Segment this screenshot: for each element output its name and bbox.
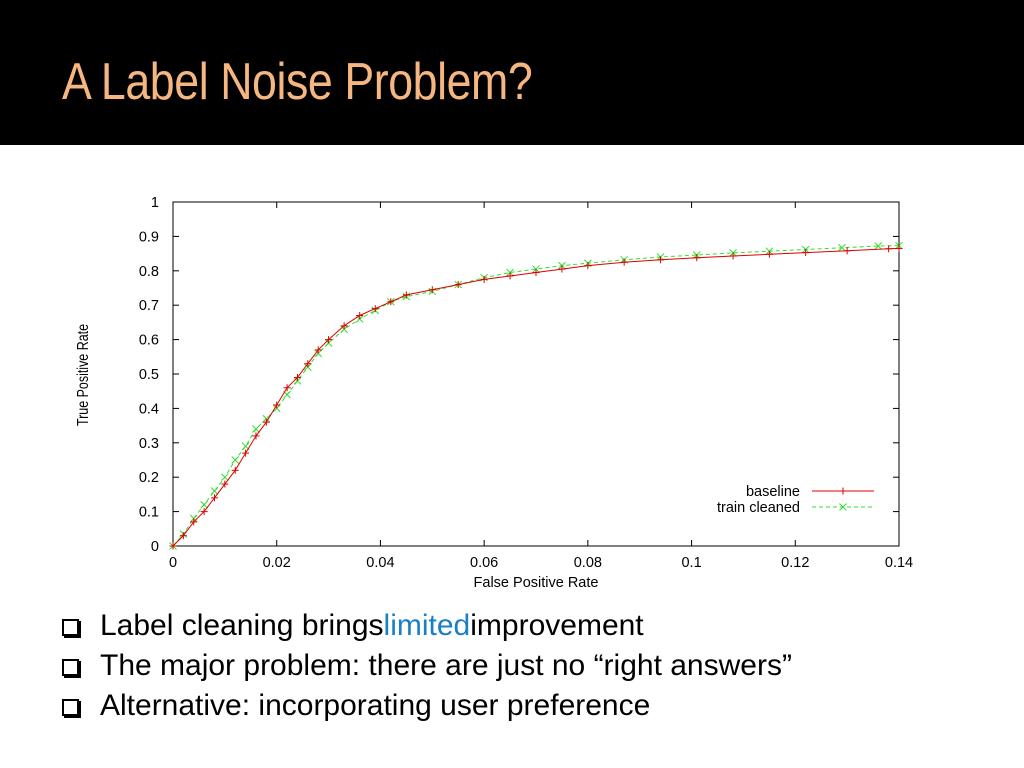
checkbox-bullet-icon xyxy=(62,658,79,676)
x-tick-label: 0.12 xyxy=(781,555,809,571)
marker-stroke xyxy=(252,425,260,433)
bullet-text-pre: Label cleaning brings xyxy=(100,609,384,642)
y-axis-label: True Positive Rate xyxy=(75,324,93,426)
marker-stroke xyxy=(200,500,208,509)
data-point xyxy=(252,432,260,440)
data-point xyxy=(262,418,270,426)
data-point xyxy=(242,449,250,457)
data-point xyxy=(765,250,773,258)
x-tick-label: 0.02 xyxy=(263,555,291,571)
data-point xyxy=(200,500,208,509)
legend-label: baseline xyxy=(746,484,800,500)
y-tick-label: 0.8 xyxy=(139,264,159,280)
bullet-item: The major problem: there are just no “ri… xyxy=(62,646,792,686)
y-tick-label: 0.2 xyxy=(139,470,159,486)
data-point xyxy=(210,487,219,495)
bullet-text-post: improvement xyxy=(470,609,644,642)
bullet-item: Alternative: incorporating user preferen… xyxy=(62,686,792,726)
marker-stroke xyxy=(874,242,883,250)
data-point xyxy=(340,322,348,330)
data-point xyxy=(480,275,488,283)
data-point xyxy=(190,518,198,526)
data-point xyxy=(656,256,664,264)
data-point xyxy=(252,425,260,433)
y-tick-label: 0.7 xyxy=(139,298,159,314)
y-tick-label: 0.3 xyxy=(139,436,159,452)
data-point xyxy=(356,312,364,320)
data-point xyxy=(273,401,281,409)
data-point xyxy=(843,247,851,255)
data-point xyxy=(210,494,218,502)
data-point xyxy=(428,286,436,294)
x-tick-label: 0.04 xyxy=(366,555,394,571)
data-point xyxy=(200,508,208,516)
y-tick-label: 0.6 xyxy=(139,333,159,349)
bullet-item: Label cleaning brings ​limited​ improvem… xyxy=(62,606,792,646)
marker-stroke xyxy=(231,456,240,464)
x-tick-label: 0.14 xyxy=(885,555,913,571)
x-axis-label: False Positive Rate xyxy=(474,575,599,591)
marker-stroke xyxy=(241,442,250,451)
data-point xyxy=(532,269,540,277)
x-tick-label: 0.06 xyxy=(470,555,498,571)
data-point xyxy=(693,254,701,262)
data-point xyxy=(620,258,628,266)
data-point xyxy=(874,242,883,250)
data-point xyxy=(885,245,893,253)
y-tick-label: 1 xyxy=(151,195,159,211)
data-point xyxy=(558,265,566,273)
data-point xyxy=(325,336,333,344)
data-point xyxy=(304,360,312,368)
bullet-text: Alternative: incorporating user preferen… xyxy=(100,689,651,722)
data-point xyxy=(584,262,592,270)
x-tick-label: 0.1 xyxy=(681,555,701,571)
bullet-text: The major problem: there are just no “ri… xyxy=(100,649,792,682)
roc-chart: True Positive Rate False Positive Rate 0… xyxy=(75,195,913,591)
data-point xyxy=(402,291,410,299)
title-bar: A Label Noise Problem? xyxy=(0,0,1024,145)
marker-stroke xyxy=(838,243,846,252)
data-point xyxy=(838,243,846,252)
marker-stroke xyxy=(283,390,291,399)
data-point xyxy=(729,252,737,260)
bullet-highlight: limited xyxy=(383,609,471,642)
legend-marker xyxy=(839,487,847,495)
data-point xyxy=(454,281,462,289)
y-tick-label: 0.9 xyxy=(139,229,159,245)
data-point xyxy=(895,244,903,252)
legend-label: train cleaned xyxy=(717,500,800,516)
data-point xyxy=(231,456,240,464)
data-point xyxy=(231,466,239,474)
data-point xyxy=(221,480,229,488)
checkbox-bullet-icon xyxy=(62,618,79,636)
data-point xyxy=(314,346,322,354)
legend-marker xyxy=(839,503,847,511)
y-tick-label: 0.5 xyxy=(139,367,159,383)
data-point xyxy=(387,298,395,306)
slide-title: A Label Noise Problem? xyxy=(62,53,533,111)
marker-stroke xyxy=(839,503,847,511)
data-point xyxy=(506,272,514,280)
data-point xyxy=(802,249,810,257)
y-tick-label: 0.4 xyxy=(139,401,159,417)
x-tick-label: 0 xyxy=(169,555,177,571)
marker-stroke xyxy=(221,473,229,482)
bullet-list: Label cleaning brings ​limited​ improvem… xyxy=(62,606,792,726)
data-point xyxy=(283,384,291,392)
data-point xyxy=(293,373,301,381)
data-point xyxy=(221,473,229,482)
x-tick-label: 0.08 xyxy=(574,555,602,571)
y-tick-label: 0 xyxy=(151,539,159,555)
data-point xyxy=(169,542,177,550)
data-point xyxy=(371,305,379,313)
marker-stroke xyxy=(210,487,219,495)
checkbox-bullet-icon xyxy=(62,698,79,716)
data-point xyxy=(179,532,187,540)
y-tick-label: 0.1 xyxy=(139,505,159,521)
